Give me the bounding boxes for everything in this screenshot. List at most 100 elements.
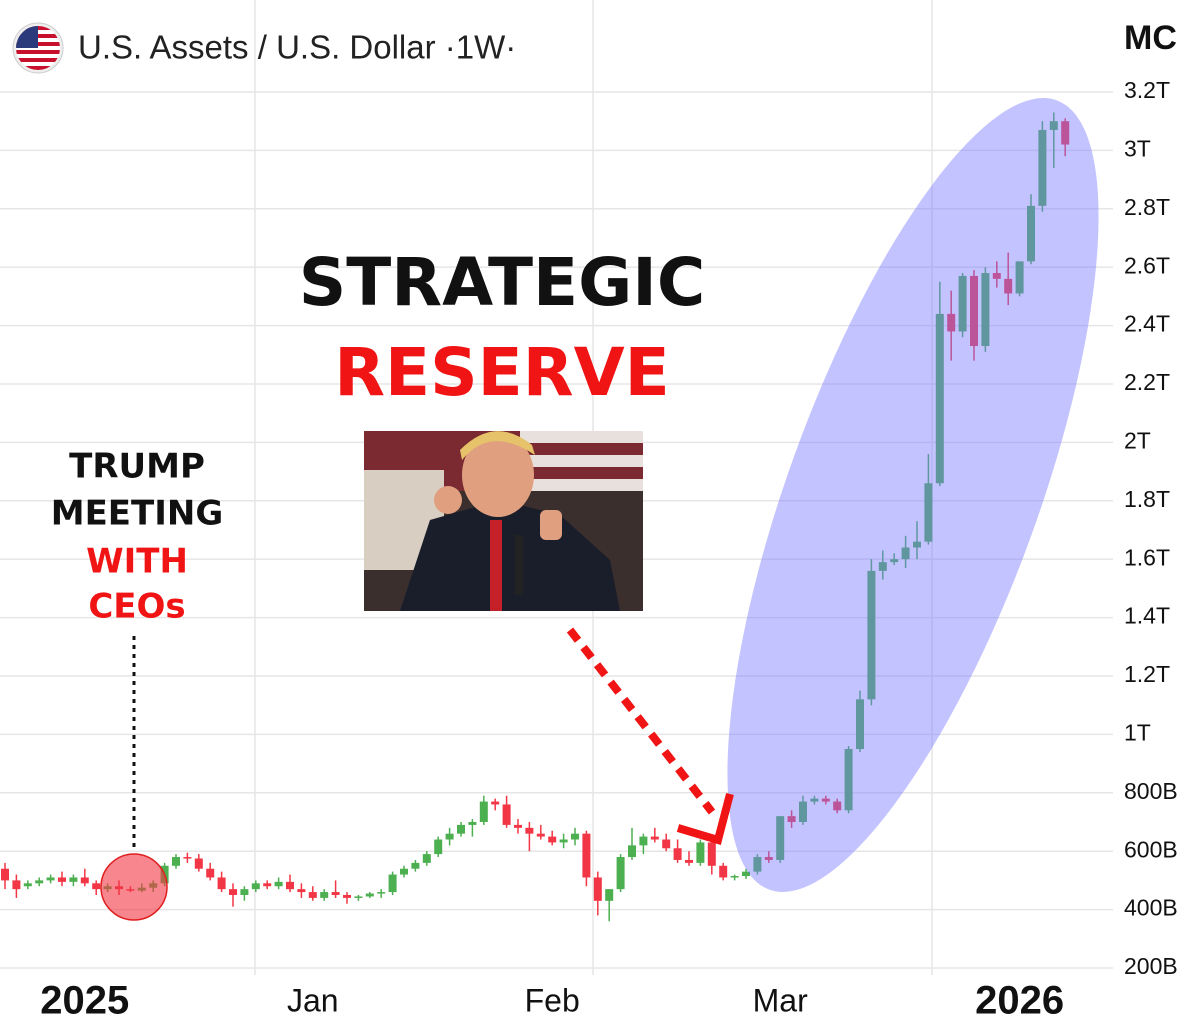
x-tick-label: Jan xyxy=(287,982,339,1018)
y-tick-label: 200B xyxy=(1124,953,1178,979)
annotation: RESERVE xyxy=(334,334,670,411)
y-tick-label: 1.6T xyxy=(1124,544,1170,570)
candle-body xyxy=(240,889,249,895)
candle-body xyxy=(1027,205,1035,262)
candle-body xyxy=(400,868,408,875)
candle-body xyxy=(206,868,215,878)
candle-body xyxy=(297,889,306,893)
candle-body xyxy=(662,839,671,849)
y-tick-label: 1.2T xyxy=(1124,661,1170,687)
annotation: CEOs xyxy=(88,587,185,627)
arrow-line xyxy=(566,627,716,815)
candle-body xyxy=(331,892,340,895)
y-tick-label: 400B xyxy=(1124,895,1178,921)
highlight-ellipse xyxy=(727,98,1099,892)
candle-body xyxy=(502,804,511,825)
candle-body xyxy=(12,880,21,890)
candle-body xyxy=(935,313,944,484)
y-tick-label: 2.8T xyxy=(1124,194,1170,220)
candle-body xyxy=(685,859,693,863)
candle-body xyxy=(901,547,910,560)
candle-body xyxy=(730,876,739,878)
candle-body xyxy=(1049,121,1058,130)
candle-body xyxy=(479,801,488,822)
candle-body xyxy=(913,541,921,548)
candle-body xyxy=(263,883,272,887)
candle-body xyxy=(947,313,956,332)
candle-body xyxy=(878,562,887,571)
candle-body xyxy=(821,798,830,802)
candle-body xyxy=(525,827,534,834)
candle-body xyxy=(559,839,568,843)
candle-body xyxy=(1038,129,1047,206)
candle-body xyxy=(707,842,716,866)
candle-body xyxy=(571,833,579,840)
x-tick-label: 2025 xyxy=(40,979,129,1023)
candle-body xyxy=(844,748,853,811)
candle-body xyxy=(457,824,465,834)
candle-body xyxy=(514,824,522,828)
candle-body xyxy=(229,889,237,895)
annotation: MEETING xyxy=(51,494,224,534)
candle-body xyxy=(890,559,899,563)
candle-body xyxy=(92,883,101,890)
candle-body xyxy=(468,821,477,825)
candle-body xyxy=(343,894,351,898)
y-tick-label: 1T xyxy=(1124,719,1151,745)
candle-body xyxy=(799,801,807,822)
candle-body xyxy=(616,857,625,890)
candle-body xyxy=(958,275,967,332)
candle-body xyxy=(650,836,659,840)
candle-body xyxy=(924,483,933,542)
candle-body xyxy=(753,857,762,872)
candle-body xyxy=(388,874,397,893)
candle-body xyxy=(833,801,842,811)
axis-label: MC xyxy=(1124,19,1177,57)
candle-body xyxy=(194,858,203,869)
candle-body xyxy=(23,883,32,887)
candle-body xyxy=(354,896,363,898)
candle-body xyxy=(286,881,294,890)
candle-body xyxy=(183,857,192,859)
candle-body xyxy=(548,836,557,843)
candle-body xyxy=(810,798,819,802)
candle-body xyxy=(217,877,226,890)
y-tick-label: 3.2T xyxy=(1124,77,1170,103)
candle-body xyxy=(582,833,591,878)
candle-body xyxy=(411,862,420,869)
candle-body xyxy=(787,816,796,822)
candle-body xyxy=(172,857,180,866)
chart-title: U.S. Assets / U.S. Dollar ·1W· xyxy=(78,29,516,66)
candle-body xyxy=(981,273,990,347)
candle-body xyxy=(673,848,682,860)
candle-body xyxy=(1015,261,1024,294)
candle-body xyxy=(308,892,317,898)
candle-body xyxy=(639,836,648,846)
candle-body xyxy=(58,877,66,882)
candle-body xyxy=(1061,121,1070,145)
candle-body xyxy=(251,883,260,890)
candle-body xyxy=(856,699,864,749)
candle-body xyxy=(742,871,750,877)
annotation: STRATEGIC xyxy=(299,244,706,321)
y-tick-label: 2T xyxy=(1124,427,1151,453)
photo xyxy=(364,431,643,611)
highlight-circle xyxy=(100,853,168,921)
candle-body xyxy=(719,865,728,878)
y-tick-label: 2.2T xyxy=(1124,369,1170,395)
annotation: WITH xyxy=(86,542,188,582)
candle-body xyxy=(80,877,89,884)
candle-body xyxy=(434,839,443,855)
candle-body xyxy=(377,892,386,894)
y-tick-label: 2.6T xyxy=(1124,252,1170,278)
candle-body xyxy=(274,881,283,887)
candle-body xyxy=(970,275,978,347)
annotation: TRUMP xyxy=(69,447,205,487)
y-tick-label: 600B xyxy=(1124,836,1178,862)
candle-body xyxy=(422,854,431,863)
candle-body xyxy=(628,845,636,858)
candle-body xyxy=(1004,278,1013,294)
y-tick-label: 3T xyxy=(1124,135,1151,161)
candle-body xyxy=(46,877,55,881)
